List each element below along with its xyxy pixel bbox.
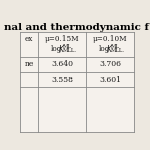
Text: log: log xyxy=(99,45,110,53)
Text: ML: ML xyxy=(111,44,120,49)
Bar xyxy=(20,32,134,132)
Text: 3.558: 3.558 xyxy=(51,76,73,84)
Text: 3.706: 3.706 xyxy=(99,60,121,68)
Text: MLL.: MLL. xyxy=(111,48,125,53)
Text: μ=0.15M: μ=0.15M xyxy=(45,35,80,43)
Text: μ=0.10M: μ=0.10M xyxy=(93,35,128,43)
Text: $\mathit{K}$: $\mathit{K}$ xyxy=(106,43,114,54)
Text: 3.640: 3.640 xyxy=(51,60,73,68)
Text: ne: ne xyxy=(25,60,34,68)
Text: ex: ex xyxy=(25,35,33,43)
Text: 3.601: 3.601 xyxy=(99,76,121,84)
Text: MLL.: MLL. xyxy=(63,48,77,53)
Text: $\mathit{K}$: $\mathit{K}$ xyxy=(58,43,66,54)
Text: ML: ML xyxy=(63,44,72,49)
Text: nal and thermodynamic f: nal and thermodynamic f xyxy=(4,23,149,32)
Text: log: log xyxy=(51,45,62,53)
